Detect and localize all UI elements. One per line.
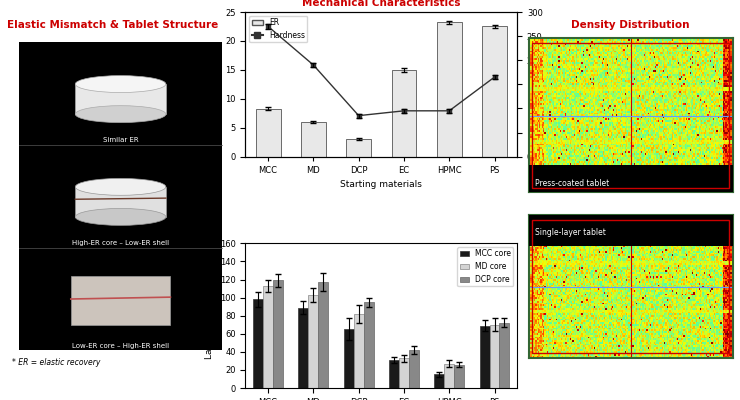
Bar — [389, 360, 399, 388]
Bar — [273, 280, 283, 388]
Text: * ER = elastic recovery: * ER = elastic recovery — [12, 358, 101, 367]
Bar — [256, 109, 280, 157]
Bar — [363, 302, 374, 388]
Y-axis label: ER (%): ER (%) — [211, 69, 220, 100]
Bar — [444, 364, 454, 388]
Ellipse shape — [75, 208, 166, 225]
FancyBboxPatch shape — [18, 42, 223, 350]
Bar — [480, 326, 490, 388]
FancyBboxPatch shape — [71, 276, 170, 325]
Y-axis label: Hardness (N): Hardness (N) — [548, 55, 557, 114]
FancyBboxPatch shape — [529, 215, 733, 246]
Bar — [253, 300, 263, 388]
Bar — [346, 139, 371, 157]
Ellipse shape — [75, 106, 166, 123]
Ellipse shape — [75, 178, 166, 195]
Bar — [263, 286, 273, 388]
Bar — [437, 22, 462, 157]
Text: Similar ER: Similar ER — [103, 137, 138, 143]
Bar — [434, 374, 444, 388]
Text: Press-coated tablet: Press-coated tablet — [535, 179, 609, 188]
FancyBboxPatch shape — [75, 187, 166, 217]
Text: Low-ER core – High-ER shell: Low-ER core – High-ER shell — [72, 342, 169, 348]
Y-axis label: Layer adhesion (N): Layer adhesion (N) — [205, 273, 215, 359]
Bar — [309, 295, 318, 388]
Bar — [354, 314, 363, 388]
Text: Elastic Mismatch & Tablet Structure: Elastic Mismatch & Tablet Structure — [7, 20, 218, 30]
FancyBboxPatch shape — [529, 165, 733, 192]
Ellipse shape — [75, 76, 166, 92]
Bar — [399, 358, 409, 388]
Bar — [318, 282, 329, 388]
Title: Effects of Critical Factors on Tablet
Mechanical Characteristics: Effects of Critical Factors on Tablet Me… — [278, 0, 485, 8]
Bar — [490, 325, 500, 388]
Legend: ER, Hardness: ER, Hardness — [249, 16, 307, 42]
Bar — [298, 308, 309, 388]
X-axis label: Starting materials: Starting materials — [340, 180, 423, 189]
Text: Density Distribution: Density Distribution — [571, 20, 690, 30]
Text: Single-layer tablet: Single-layer tablet — [535, 228, 606, 237]
Bar — [409, 350, 419, 388]
Text: High-ER core – Low-ER shell: High-ER core – Low-ER shell — [72, 240, 169, 246]
Bar — [482, 26, 507, 157]
Bar — [344, 329, 354, 388]
Legend: MCC core, MD core, DCP core: MCC core, MD core, DCP core — [457, 247, 514, 286]
Bar — [454, 364, 464, 388]
FancyBboxPatch shape — [75, 84, 166, 114]
Bar — [391, 70, 417, 157]
Bar — [500, 323, 509, 388]
Bar — [301, 122, 326, 157]
